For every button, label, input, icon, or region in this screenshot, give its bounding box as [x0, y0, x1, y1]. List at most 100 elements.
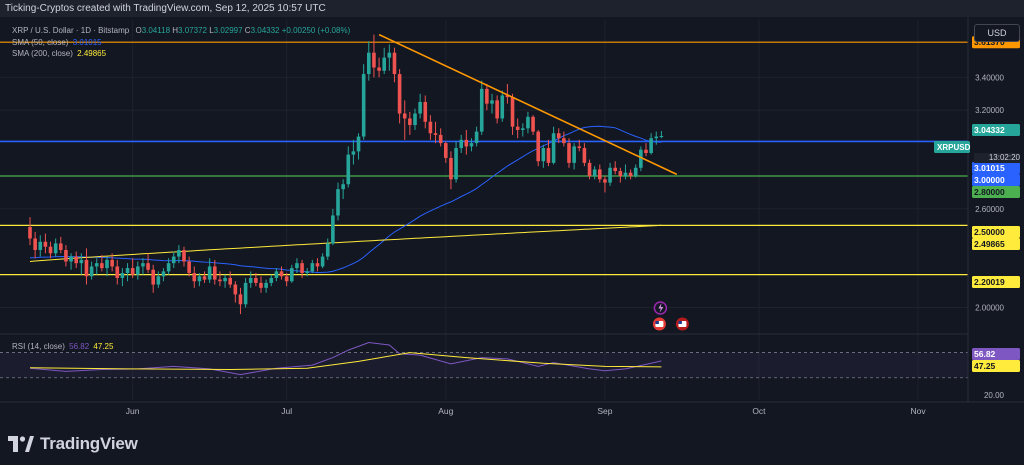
trendline[interactable] — [378, 33, 678, 176]
candle-body — [136, 266, 140, 275]
candle-body — [567, 143, 571, 163]
candle-body — [233, 284, 238, 295]
candle-body — [151, 269, 155, 285]
legend-low: 3.02997 — [213, 26, 243, 35]
legend-sma50-row[interactable]: SMA (50, close) 3.01015 — [12, 38, 102, 47]
level-tag-2-49865: 2.49865 — [974, 239, 1005, 249]
sma200-line — [29, 224, 662, 262]
candle-body — [84, 259, 89, 277]
candle-body — [633, 167, 638, 177]
rsi-ma-tag-bg — [972, 360, 1020, 372]
candle-body — [572, 146, 576, 163]
candle-body — [382, 57, 386, 71]
candle-body — [310, 263, 315, 272]
legend-rsi-label: RSI (14, close) — [12, 342, 65, 351]
candle-body — [228, 277, 232, 285]
time-tick-label: Oct — [752, 406, 766, 416]
legend-sma50-label: SMA (50, close) — [12, 38, 69, 47]
candle-body — [623, 172, 628, 177]
last-price-tag: 3.04332 — [974, 125, 1005, 135]
candle-body — [577, 146, 582, 149]
legend-rsi-ma-value: 47.25 — [93, 342, 114, 351]
legend-close-label: C — [244, 26, 251, 35]
candle-body — [53, 243, 58, 254]
candle-body — [402, 113, 407, 119]
candle-body — [115, 266, 120, 278]
bar-countdown: 13:02:20 — [974, 153, 1020, 163]
candle-body — [100, 263, 104, 269]
legend-close: 3.04332 — [250, 26, 280, 35]
candle-body — [408, 118, 412, 126]
candle-body — [654, 136, 659, 139]
candle-body — [397, 74, 402, 114]
candle-body — [551, 133, 556, 163]
legend-high-label: H — [172, 26, 179, 35]
candle-body — [305, 271, 309, 274]
candle-body — [325, 243, 330, 257]
candle-body — [474, 131, 479, 144]
time-tick-label: Aug — [438, 406, 453, 416]
candle-body — [521, 128, 525, 130]
candle-body — [120, 273, 125, 278]
tradingview-logo[interactable]: TradingView — [8, 433, 138, 455]
candle-body — [464, 139, 469, 147]
candle-body — [351, 151, 356, 155]
candle-body — [485, 88, 489, 104]
legend-open-label: O — [135, 26, 142, 35]
candle-body — [346, 154, 351, 185]
legend-open: 3.04118 — [141, 26, 171, 35]
candle-body — [428, 121, 433, 134]
candle-body — [418, 102, 422, 114]
candle-body — [243, 282, 248, 305]
level-tag-3-00000-bg — [972, 174, 1020, 186]
candle-body — [187, 261, 191, 274]
candle-body — [331, 215, 335, 244]
rsi-ma-tag: 47.25 — [974, 361, 996, 371]
candle-body — [613, 167, 617, 172]
candle-body — [392, 52, 397, 75]
rsi-value-tag-bg — [972, 348, 1020, 360]
symbol-tag: XRPUSD — [937, 143, 971, 152]
legend-sma200-row[interactable]: SMA (200, close) 2.49865 — [12, 49, 106, 58]
candle-body — [207, 266, 212, 280]
rsi-value-tag: 56.82 — [974, 349, 996, 359]
candle-body — [248, 277, 253, 283]
candle-body — [171, 256, 176, 264]
candle-body — [490, 100, 494, 104]
candle-body — [130, 268, 135, 275]
sma50-line — [29, 125, 662, 274]
legend-rsi-row[interactable]: RSI (14, close) 56.82 47.25 — [12, 342, 113, 351]
legend-rsi-value: 56.82 — [69, 342, 90, 351]
candle-body — [156, 276, 161, 285]
candle-body — [510, 97, 515, 127]
candle-body — [141, 263, 145, 267]
candle-body — [59, 243, 63, 251]
candle-body — [515, 126, 520, 130]
candle-body — [459, 139, 463, 149]
candle-body — [644, 149, 648, 153]
candle-body — [639, 149, 643, 168]
candle-body — [454, 148, 458, 180]
candle-body — [48, 246, 53, 254]
price-axis[interactable]: 3.40000 3.20000 2.60000 2.00000 3.61370 3.043… — [934, 17, 1020, 402]
candle-body — [531, 116, 535, 132]
candle-body — [290, 268, 294, 282]
level-tag-3-01015: 3.01015 — [974, 163, 1005, 173]
horizontal-levels — [0, 41, 968, 276]
candle-body — [33, 238, 37, 251]
descending-trendline — [378, 33, 678, 176]
event-markers[interactable] — [652, 301, 689, 331]
candle-body — [295, 263, 299, 269]
time-axis[interactable]: Jun Jul Aug Sep Oct Nov — [0, 401, 1024, 416]
candle-body — [259, 282, 263, 288]
legend-high: 3.07372 — [178, 26, 207, 35]
candle-body — [274, 271, 279, 278]
candle-body — [197, 276, 202, 282]
candle-body — [43, 241, 48, 247]
currency-button[interactable]: USD — [974, 24, 1020, 42]
attribution-text: Ticking-Cryptos created with TradingView… — [5, 3, 326, 14]
candle-body — [28, 226, 32, 239]
candle-body — [413, 113, 417, 126]
candle-body — [284, 276, 289, 282]
